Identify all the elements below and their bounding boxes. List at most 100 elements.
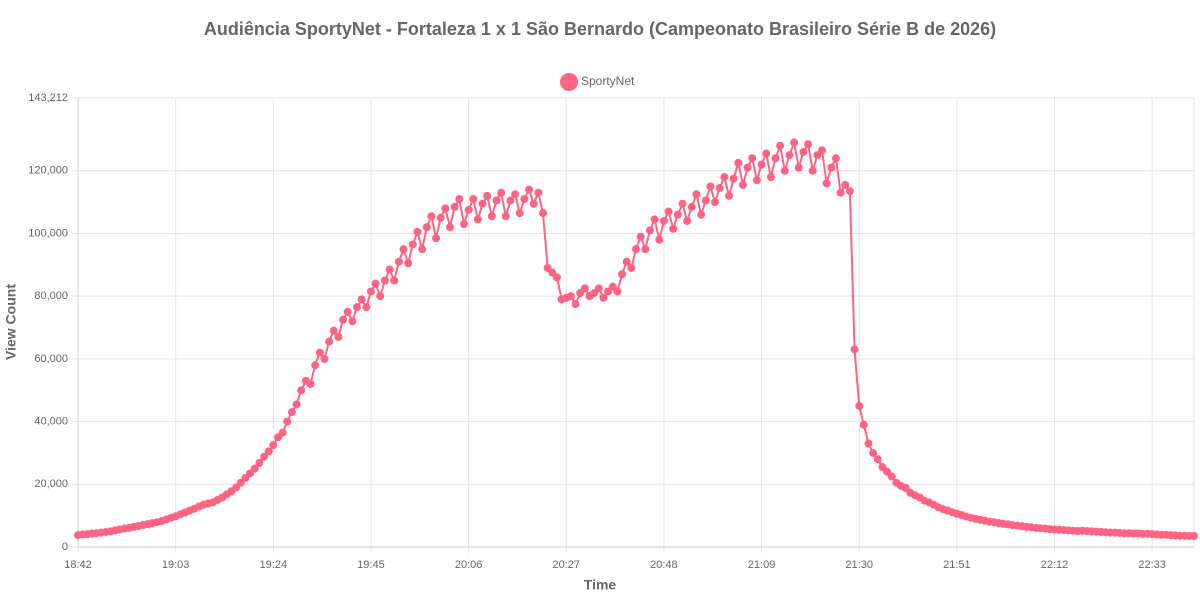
data-point bbox=[655, 235, 664, 244]
data-point bbox=[622, 257, 631, 266]
data-point bbox=[311, 361, 320, 370]
data-point bbox=[855, 401, 864, 410]
x-tick-label: 21:09 bbox=[748, 559, 776, 571]
data-point bbox=[762, 149, 771, 158]
data-point bbox=[683, 216, 692, 225]
data-point bbox=[799, 147, 808, 156]
data-point bbox=[404, 259, 413, 268]
data-point bbox=[376, 292, 385, 301]
data-point bbox=[418, 245, 427, 254]
data-point bbox=[264, 447, 273, 456]
data-point bbox=[511, 190, 520, 199]
data-point bbox=[571, 300, 580, 309]
data-point bbox=[250, 464, 259, 473]
data-point bbox=[669, 224, 678, 233]
data-point bbox=[808, 166, 817, 175]
data-point bbox=[278, 428, 287, 437]
data-point bbox=[357, 295, 366, 304]
data-point bbox=[664, 207, 673, 216]
data-point bbox=[776, 141, 785, 150]
legend-swatch bbox=[560, 73, 578, 91]
data-point bbox=[627, 263, 636, 272]
data-point bbox=[650, 215, 659, 224]
y-tick-label: 143,212 bbox=[28, 92, 68, 104]
data-point bbox=[636, 232, 645, 241]
data-point bbox=[399, 245, 408, 254]
data-point bbox=[831, 154, 840, 163]
data-point bbox=[687, 202, 696, 211]
data-point bbox=[827, 163, 836, 172]
data-point bbox=[697, 210, 706, 219]
data-point bbox=[836, 188, 845, 197]
data-point bbox=[255, 458, 264, 467]
data-point bbox=[529, 199, 538, 208]
data-point bbox=[613, 287, 622, 296]
data-point bbox=[492, 196, 501, 205]
data-point bbox=[287, 408, 296, 417]
data-point bbox=[515, 209, 524, 218]
x-tick-label: 22:12 bbox=[1041, 559, 1069, 571]
data-point bbox=[413, 227, 422, 236]
data-point bbox=[394, 257, 403, 266]
data-point bbox=[757, 160, 766, 169]
data-point bbox=[306, 379, 315, 388]
x-tick-label: 21:30 bbox=[845, 559, 873, 571]
data-point bbox=[566, 292, 575, 301]
data-point bbox=[780, 166, 789, 175]
x-tick-label: 18:42 bbox=[64, 559, 92, 571]
data-point bbox=[325, 337, 334, 346]
x-tick-label: 21:51 bbox=[943, 559, 971, 571]
x-tick-label: 19:24 bbox=[260, 559, 288, 571]
data-point bbox=[459, 220, 468, 229]
data-point bbox=[422, 223, 431, 232]
data-point bbox=[859, 420, 868, 429]
data-point bbox=[408, 240, 417, 249]
data-point bbox=[525, 185, 534, 194]
data-point bbox=[864, 439, 873, 448]
data-point bbox=[752, 176, 761, 185]
data-point bbox=[534, 188, 543, 197]
data-point bbox=[743, 163, 752, 172]
data-point bbox=[794, 163, 803, 172]
data-point bbox=[841, 180, 850, 189]
data-point bbox=[748, 154, 757, 163]
data-point bbox=[678, 199, 687, 208]
data-point bbox=[436, 213, 445, 222]
data-point bbox=[292, 400, 301, 409]
data-point bbox=[790, 138, 799, 147]
data-point bbox=[497, 188, 506, 197]
data-point bbox=[734, 158, 743, 167]
data-point bbox=[618, 270, 627, 279]
data-point bbox=[580, 284, 589, 293]
legend-label: SportyNet bbox=[581, 74, 635, 88]
data-point bbox=[887, 472, 896, 481]
data-point bbox=[771, 154, 780, 163]
data-point bbox=[1190, 532, 1198, 541]
data-point bbox=[785, 151, 794, 160]
data-point bbox=[501, 212, 510, 221]
x-axis-label: Time bbox=[584, 577, 617, 593]
data-point bbox=[729, 174, 738, 183]
data-point bbox=[539, 209, 547, 218]
data-point bbox=[380, 276, 389, 285]
x-tick-label: 22:33 bbox=[1138, 559, 1166, 571]
data-point bbox=[385, 265, 394, 274]
data-point bbox=[362, 303, 371, 312]
data-point bbox=[343, 307, 352, 316]
y-axis-label: View Count bbox=[3, 284, 19, 360]
data-point bbox=[822, 179, 831, 188]
y-tick-label: 60,000 bbox=[34, 353, 68, 365]
data-point bbox=[478, 199, 487, 208]
data-point bbox=[738, 180, 747, 189]
data-point bbox=[599, 293, 608, 302]
data-point bbox=[455, 194, 464, 203]
x-tick-label: 19:03 bbox=[162, 559, 190, 571]
y-tick-label: 120,000 bbox=[28, 165, 68, 177]
data-point bbox=[869, 448, 878, 457]
data-point bbox=[371, 279, 380, 288]
data-point bbox=[845, 187, 854, 196]
data-point bbox=[473, 215, 482, 224]
data-point bbox=[725, 191, 733, 200]
data-point bbox=[339, 315, 348, 324]
